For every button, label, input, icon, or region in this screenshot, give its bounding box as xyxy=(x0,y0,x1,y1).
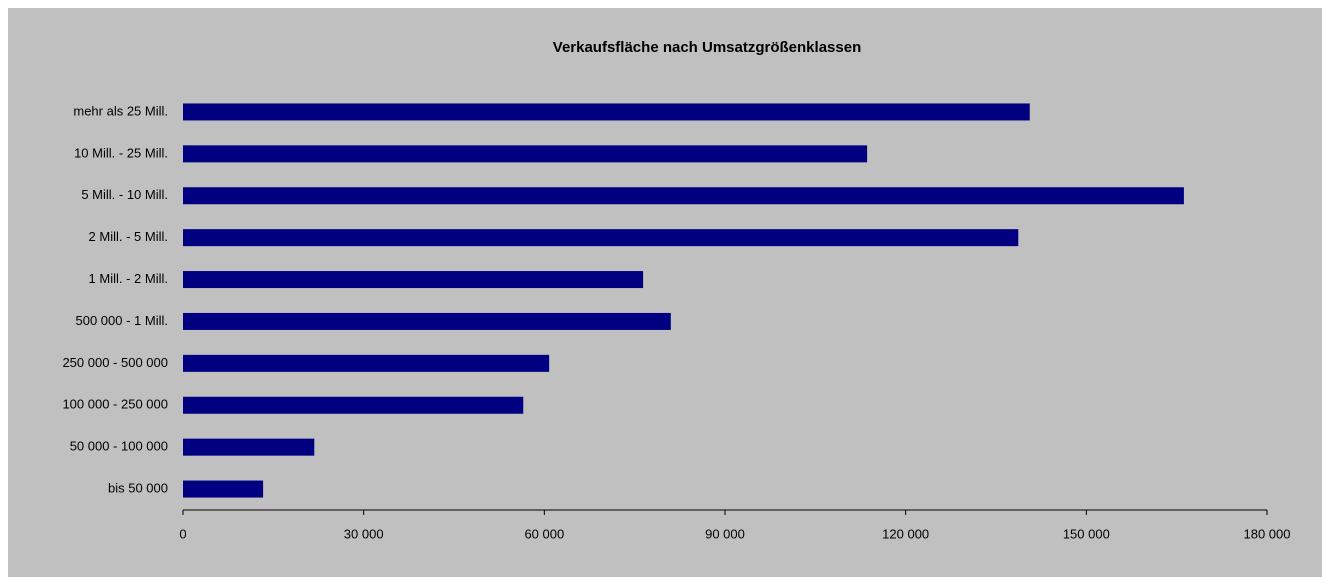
y-tick-label: 100 000 - 250 000 xyxy=(62,397,168,412)
y-tick-label: mehr als 25 Mill. xyxy=(73,103,168,118)
bar xyxy=(183,271,644,289)
x-tick-label: 60 000 xyxy=(524,526,564,541)
y-tick-label: 1 Mill. - 2 Mill. xyxy=(89,271,168,286)
x-tick-label: 30 000 xyxy=(344,526,384,541)
bar xyxy=(183,396,524,414)
x-tick-label: 180 000 xyxy=(1244,526,1291,541)
y-tick-label: 5 Mill. - 10 Mill. xyxy=(81,187,168,202)
y-tick-label: 10 Mill. - 25 Mill. xyxy=(74,145,168,160)
y-tick-label: 500 000 - 1 Mill. xyxy=(76,313,169,328)
x-tick-label: 120 000 xyxy=(882,526,929,541)
bar xyxy=(183,480,264,498)
bar xyxy=(183,145,868,163)
bar xyxy=(183,312,671,330)
bar xyxy=(183,229,1019,247)
y-tick-label: bis 50 000 xyxy=(108,480,168,495)
y-tick-label: 50 000 - 100 000 xyxy=(70,439,168,454)
x-tick-label: 150 000 xyxy=(1063,526,1110,541)
bar xyxy=(183,438,315,456)
bar xyxy=(183,187,1184,205)
x-tick-label: 0 xyxy=(179,526,186,541)
chart-title: Verkaufsfläche nach Umsatzgrößenklassen xyxy=(553,39,861,56)
x-tick-label: 90 000 xyxy=(705,526,745,541)
bar xyxy=(183,354,550,372)
y-tick-label: 2 Mill. - 5 Mill. xyxy=(89,229,168,244)
y-tick-label: 250 000 - 500 000 xyxy=(62,355,168,370)
bar xyxy=(183,103,1030,121)
